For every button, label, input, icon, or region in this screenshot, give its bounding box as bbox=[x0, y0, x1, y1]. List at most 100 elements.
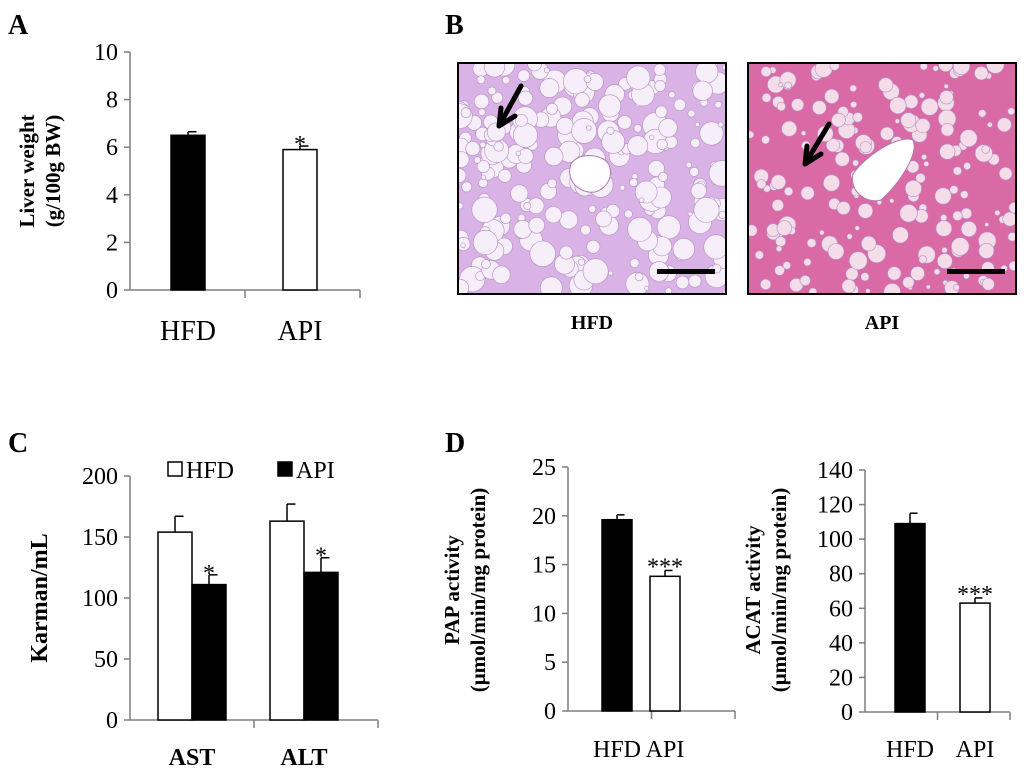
lipid-droplet bbox=[493, 141, 504, 152]
a-category-label: API bbox=[277, 316, 322, 347]
lipid-droplet bbox=[617, 115, 632, 130]
lipid-droplet bbox=[654, 80, 666, 92]
lipid-droplet bbox=[889, 96, 907, 115]
lipid-droplet bbox=[523, 201, 532, 210]
d2-y-tick-label: 120 bbox=[817, 493, 853, 519]
d2-y-tick-label: 60 bbox=[829, 596, 853, 622]
lipid-droplet bbox=[812, 100, 827, 115]
lipid-droplet bbox=[497, 169, 512, 183]
c-ast-api-significance: * bbox=[203, 561, 215, 587]
lipid-droplet bbox=[904, 180, 922, 198]
lipid-droplet bbox=[629, 178, 638, 187]
lipid-droplet bbox=[937, 253, 953, 269]
c-alt-api-bar bbox=[303, 571, 339, 721]
lipid-droplet bbox=[939, 143, 956, 160]
a-y-tick-label: 8 bbox=[106, 88, 118, 114]
d2-y-tick-label: 100 bbox=[817, 527, 853, 553]
lipid-droplet bbox=[510, 184, 529, 203]
lipid-droplet bbox=[808, 287, 818, 293]
lipid-droplet bbox=[800, 186, 815, 201]
lipid-droplet bbox=[834, 151, 850, 167]
lipid-droplet bbox=[941, 247, 948, 254]
a-y-tick-label: 4 bbox=[106, 183, 118, 209]
lipid-droplet bbox=[923, 161, 930, 167]
lipid-droplet bbox=[626, 65, 651, 90]
d1-y-label: PAP activity (μmol/min/mg protein) bbox=[440, 488, 490, 693]
d1-category-label: HFD bbox=[593, 737, 641, 763]
d1-api-bar bbox=[649, 575, 681, 712]
lipid-droplet bbox=[580, 224, 591, 236]
c-legend-label-api: API bbox=[296, 458, 335, 484]
lipid-droplet bbox=[559, 210, 579, 230]
a-y-tick-label: 0 bbox=[106, 278, 118, 304]
lipid-droplet bbox=[481, 174, 487, 180]
lipid-droplet bbox=[459, 151, 470, 168]
lipid-droplet bbox=[644, 285, 650, 291]
lipid-droplet bbox=[634, 180, 658, 204]
lipid-droplet bbox=[478, 108, 486, 117]
lipid-droplet bbox=[933, 268, 941, 275]
lipid-droplet bbox=[461, 181, 473, 193]
lipid-droplet bbox=[932, 65, 939, 72]
lipid-droplet bbox=[598, 94, 622, 118]
lipid-droplet bbox=[703, 234, 725, 260]
lipid-droplet bbox=[900, 112, 917, 129]
lipid-droplet bbox=[849, 84, 857, 92]
lipid-droplet bbox=[918, 92, 925, 99]
lipid-droplet bbox=[633, 124, 642, 133]
lipid-droplet bbox=[935, 220, 953, 237]
c-y-tick-label: 50 bbox=[94, 647, 118, 673]
a-api-bar bbox=[282, 148, 318, 291]
lipid-droplet bbox=[761, 135, 770, 145]
lipid-droplet bbox=[749, 130, 755, 139]
lipid-droplet bbox=[791, 98, 805, 112]
lipid-droplet bbox=[695, 64, 719, 84]
lipid-droplet bbox=[459, 202, 464, 210]
c-alt-api-significance: * bbox=[315, 544, 327, 570]
lipid-droplet bbox=[960, 190, 969, 199]
d2-y-label: ACAT activity (μmol/min/mg protein) bbox=[741, 488, 791, 693]
lipid-droplet bbox=[939, 90, 954, 105]
lipid-droplet bbox=[827, 243, 845, 260]
lipid-droplet bbox=[583, 75, 592, 83]
lipid-droplet bbox=[775, 245, 783, 252]
lipid-droplet bbox=[559, 245, 574, 260]
lipid-droplet bbox=[836, 201, 851, 215]
lipid-droplet bbox=[471, 196, 498, 223]
lipid-droplet bbox=[693, 196, 720, 223]
lipid-droplet bbox=[952, 64, 971, 75]
lipid-droplet bbox=[974, 66, 989, 81]
lipid-droplet bbox=[517, 148, 534, 164]
c-category-label: AST bbox=[169, 745, 216, 771]
lipid-droplet bbox=[952, 166, 962, 176]
lipid-droplet bbox=[841, 279, 856, 293]
lipid-droplet bbox=[771, 199, 784, 212]
lipid-droplet bbox=[501, 76, 511, 85]
lipid-droplet bbox=[880, 126, 894, 141]
d2-hfd-bar bbox=[894, 522, 926, 713]
lipid-droplet bbox=[921, 154, 928, 161]
lipid-droplet bbox=[850, 101, 858, 109]
lipid-droplet bbox=[656, 215, 681, 240]
lipid-droplet bbox=[722, 64, 725, 70]
panel-letter-c: C bbox=[8, 428, 28, 459]
scale-bar bbox=[657, 269, 715, 274]
lipid-droplet bbox=[547, 178, 557, 189]
d2-y-tick-label: 140 bbox=[817, 458, 853, 484]
lipid-droplet bbox=[938, 64, 954, 72]
lipid-droplet bbox=[960, 221, 977, 238]
lipid-droplet bbox=[484, 64, 506, 78]
a-y-label: Liver weight (g/100g BW) bbox=[15, 114, 65, 227]
d2-api-significance: *** bbox=[957, 582, 993, 608]
lipid-droplet bbox=[673, 98, 686, 111]
c-ast-api-bar bbox=[191, 583, 227, 721]
lipid-droplet bbox=[595, 210, 612, 228]
lipid-droplet bbox=[918, 255, 927, 264]
a-api-significance: * bbox=[294, 132, 306, 158]
lipid-droplet bbox=[472, 229, 498, 255]
d2-y-label-line: (μmol/min/mg protein) bbox=[767, 488, 791, 693]
lipid-droplet bbox=[627, 216, 653, 242]
d2-y-tick-label: 20 bbox=[829, 665, 853, 691]
lipid-droplet bbox=[994, 209, 1001, 216]
lipid-droplet bbox=[655, 105, 668, 118]
